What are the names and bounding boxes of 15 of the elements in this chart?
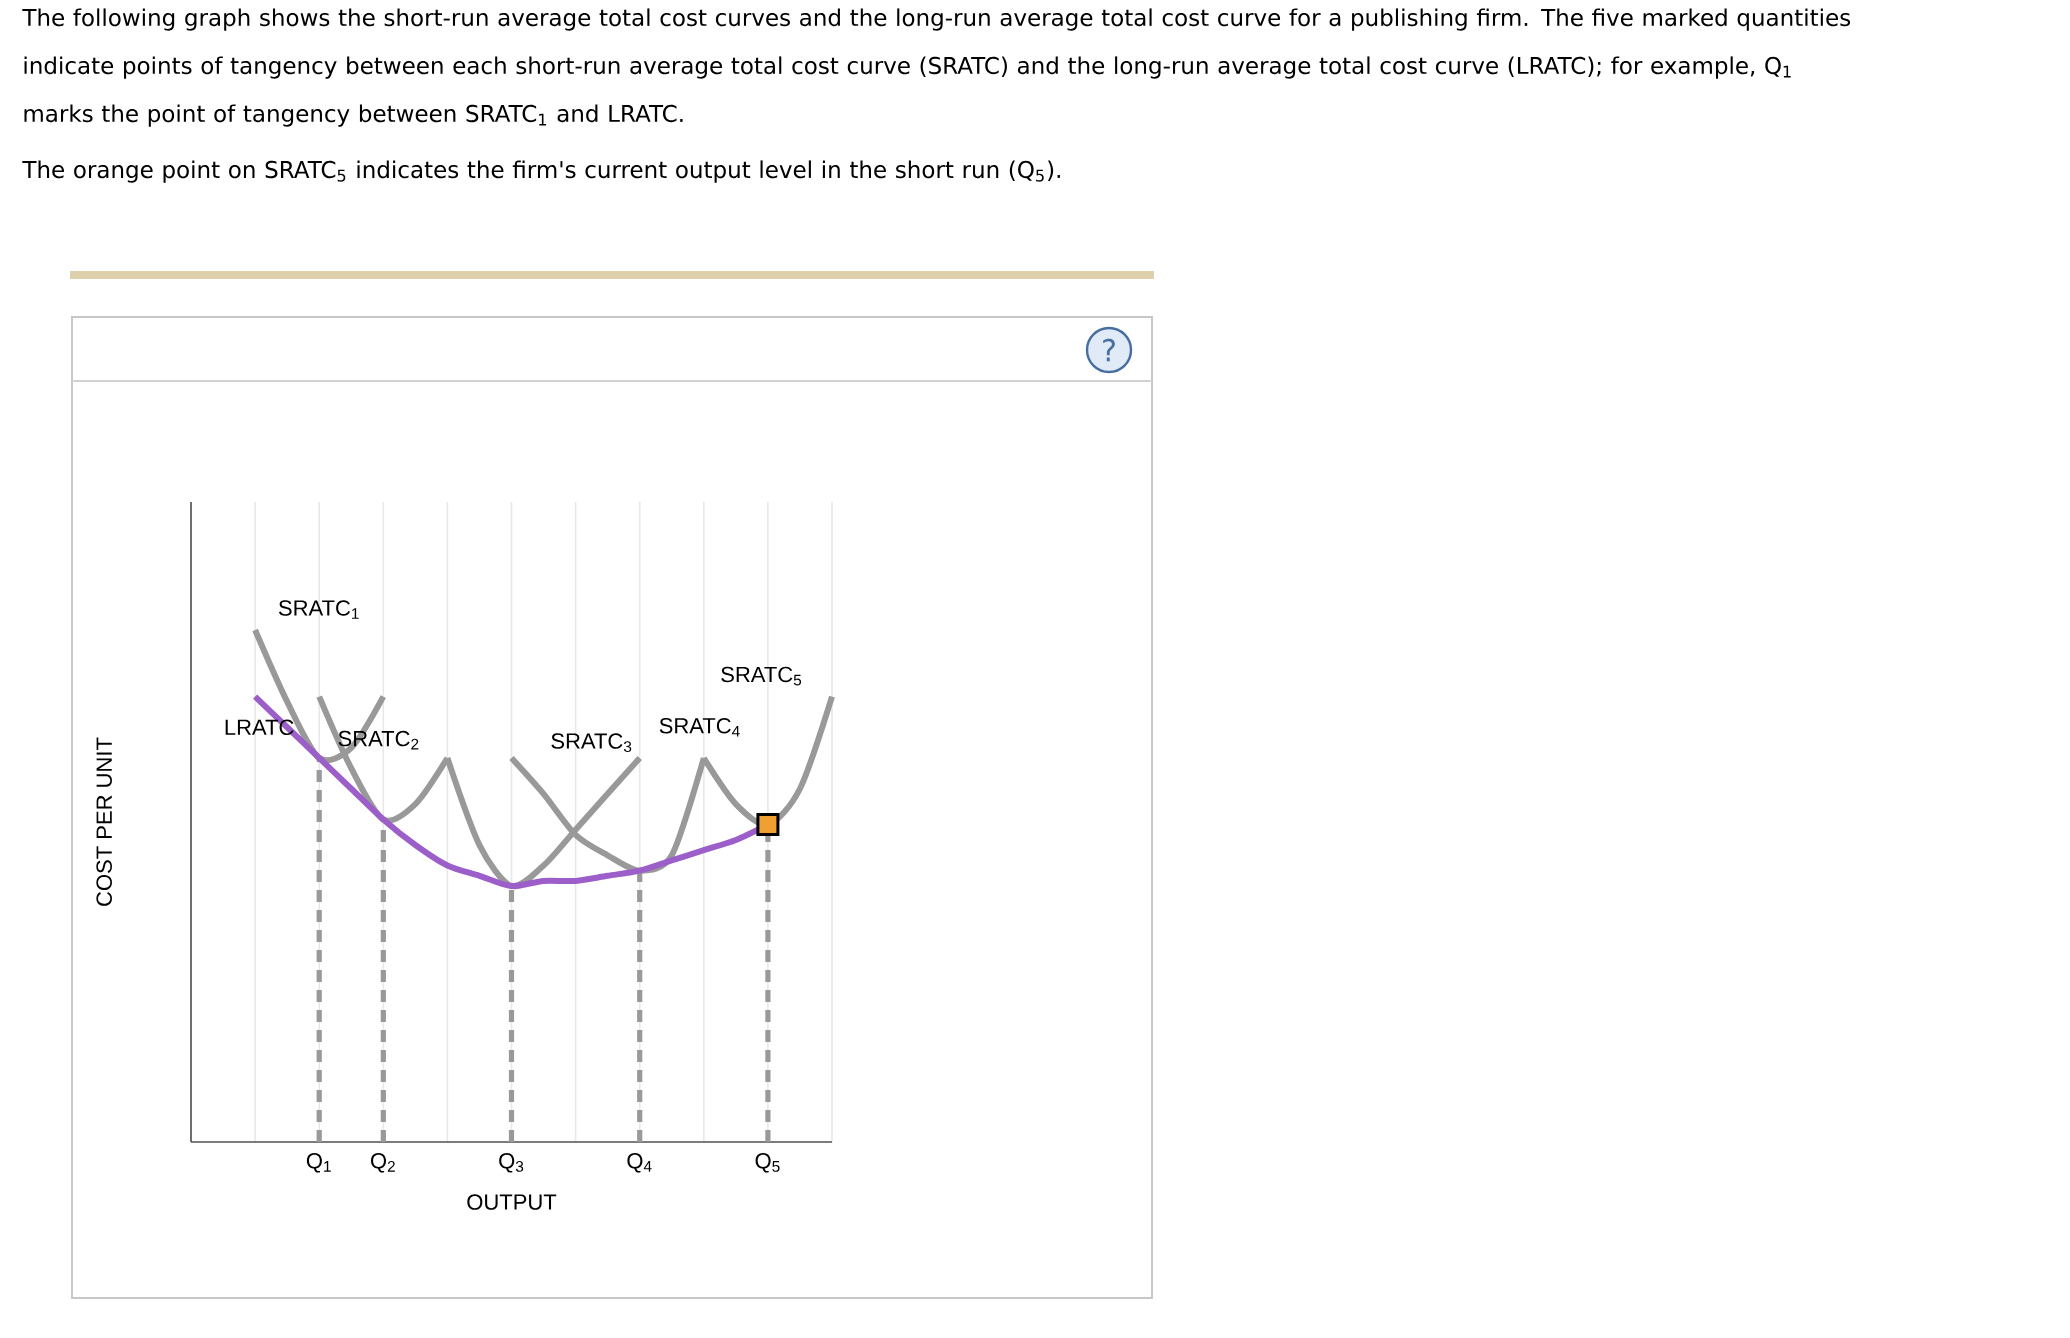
series-label: SRATC$_{4}$ (659, 717, 740, 737)
series-label: SRATC$_{3}$ (551, 733, 632, 753)
series-label: SRATC$_{2}$ (338, 730, 419, 750)
x-tick-label: Q$_{2}$ (371, 1153, 395, 1173)
x-tick-label: Q$_{1}$ (306, 1153, 331, 1173)
text: ? (1103, 338, 1115, 362)
x-tick-label: Q$_{4}$ (627, 1153, 652, 1173)
series-label: SRATC$_{5}$ (721, 666, 802, 686)
x-tick-label: Q$_{5}$ (755, 1153, 780, 1173)
y-axis-title: COST PER UNIT (96, 737, 112, 906)
text: The orange point on SRATC$_{5}$ indicates the firm's current output level in the short run (Q$_{5}$). (22, 160, 1060, 183)
text: The following graph shows the short-run average total cost curves and the long-run average total cost curve for a publishing firm. The five marked quantities indicate points of tangency between each short-run average total cost curve (SRATC) and the long-run average total cost curve (LRATC); for example, Q$_{1}$ marks the point of tangency between SRATC$_{1}$ and LRATC. (22, 8, 1851, 127)
series-label: SRATC$_{1}$ (278, 600, 359, 619)
x-axis-title: OUTPUT (467, 1194, 557, 1210)
x-tick-label: Q$_{3}$ (499, 1153, 524, 1173)
